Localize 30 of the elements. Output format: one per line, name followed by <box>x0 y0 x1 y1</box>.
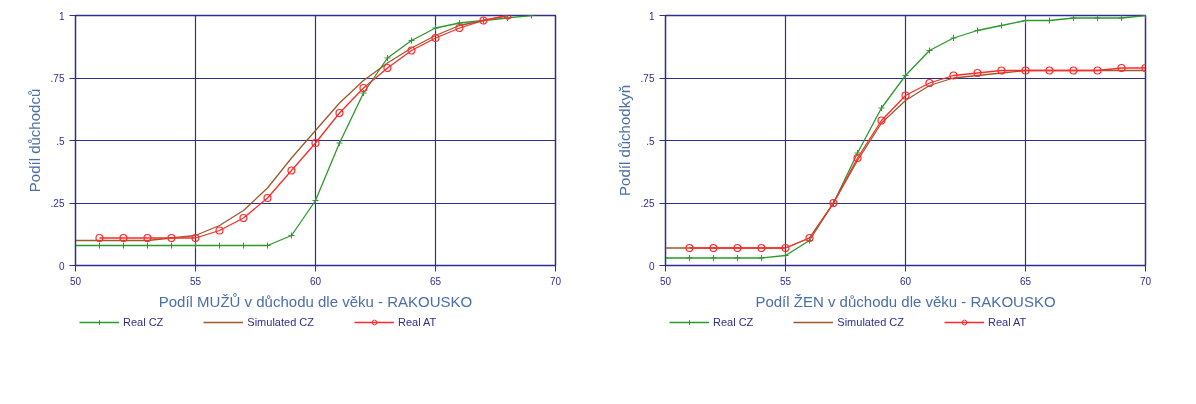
y-axis-title: Podíl důchodkyň <box>615 85 633 196</box>
y-tick-label: .5 <box>646 135 655 147</box>
x-tick-label: 70 <box>1139 275 1152 287</box>
y-tick-label: .5 <box>56 135 65 147</box>
y-tick-label: 1 <box>58 10 65 22</box>
legend-label: Real AT <box>397 316 437 328</box>
y-axis-title: Podíl důchodců <box>25 88 43 193</box>
x-tick-label: 55 <box>779 275 792 287</box>
legend-label: Simulated CZ <box>247 316 314 328</box>
y-tick-label: .75 <box>640 73 655 84</box>
y-tick-label: 1 <box>648 10 655 22</box>
x-axis-title: Podíl MUŽŮ v důchodu dle věku - RAKOUSKO <box>158 292 473 310</box>
legend-label: Real AT <box>987 316 1027 328</box>
y-tick-label: 0 <box>648 260 655 272</box>
x-tick-label: 60 <box>899 275 912 287</box>
legend-label: Simulated CZ <box>837 316 904 328</box>
y-tick-label: .25 <box>50 198 65 209</box>
legend-label: Real CZ <box>713 316 754 328</box>
x-tick-label: 50 <box>69 275 82 287</box>
x-tick-label: 65 <box>1019 275 1032 287</box>
x-tick-label: 60 <box>309 275 322 287</box>
x-tick-label: 55 <box>189 275 202 287</box>
legend-label: Real CZ <box>123 316 164 328</box>
x-tick-label: 70 <box>549 275 562 287</box>
x-tick-label: 65 <box>429 275 442 287</box>
y-tick-label: 0 <box>58 260 65 272</box>
x-axis-title: Podíl ŽEN v důchodu dle věku - RAKOUSKO <box>755 292 1056 310</box>
y-tick-label: .75 <box>50 73 65 84</box>
y-tick-label: .25 <box>640 198 655 209</box>
x-tick-label: 50 <box>659 275 672 287</box>
